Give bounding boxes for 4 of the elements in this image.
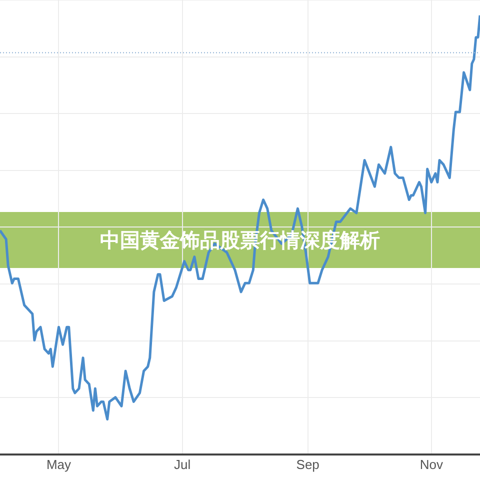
x-tick-label: Jul: [174, 456, 191, 472]
x-tick-label: Sep: [296, 456, 320, 472]
x-tick-label: May: [46, 456, 72, 472]
x-tick-label: Nov: [420, 456, 444, 472]
